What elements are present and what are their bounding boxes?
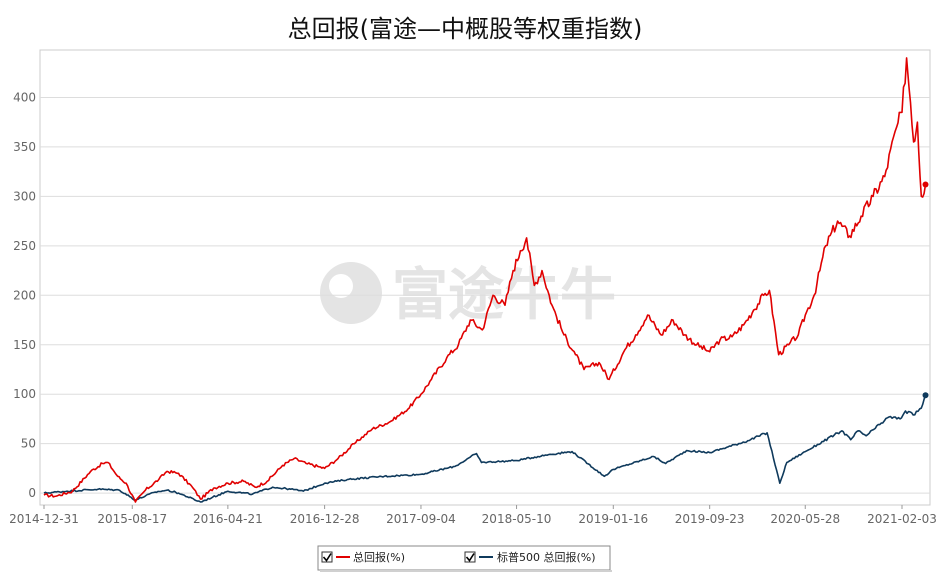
legend-label: 总回报(%) (353, 550, 405, 564)
x-tick-label: 2016-12-28 (290, 512, 360, 526)
legend-item-sp500[interactable]: 标普500 总回报(%) (464, 550, 596, 564)
legend-checkbox[interactable] (321, 551, 333, 563)
watermark-logo-icon-inner (329, 274, 353, 298)
checkmark-icon (322, 553, 332, 562)
series-line (43, 394, 927, 503)
legend-box (317, 545, 611, 571)
x-tick-label: 2017-09-04 (386, 512, 456, 526)
y-tick-label: 200 (13, 288, 36, 302)
x-tick-label: 2019-09-23 (675, 512, 745, 526)
y-tick-label: 400 (13, 90, 36, 104)
gridlines (40, 96, 930, 494)
legend: 总回报(%) 标普500 总回报(%) (317, 545, 612, 572)
y-tick-label: 150 (13, 338, 36, 352)
x-axis: 2014-12-31 2015-08-17 2016-04-21 2016-12-28… (9, 505, 937, 526)
checkmark-icon (465, 553, 475, 562)
y-tick-label: 100 (13, 387, 36, 401)
series-line (43, 57, 927, 503)
y-tick-label: 50 (21, 437, 36, 451)
legend-shadow (320, 570, 612, 572)
legend-item-total-return[interactable]: 总回报(%) (321, 550, 405, 564)
series-lines (43, 57, 929, 503)
legend-label: 标普500 总回报(%) (497, 550, 596, 564)
x-tick-label: 2014-12-31 (9, 512, 79, 526)
plot-area (39, 49, 931, 506)
x-tick-label: 2016-04-21 (193, 512, 263, 526)
series-end-marker (922, 392, 929, 399)
y-tick-label: 0 (28, 486, 36, 500)
x-tick-label: 2020-05-28 (770, 512, 840, 526)
series-end-marker (922, 181, 929, 188)
y-axis: 0 50 100 150 200 250 300 350 400 (13, 90, 36, 500)
watermark-logo-icon (320, 262, 382, 324)
y-tick-label: 300 (13, 189, 36, 203)
x-tick-label: 2019-01-16 (578, 512, 648, 526)
x-tick-label: 2015-08-17 (97, 512, 167, 526)
chart-title: 总回报(富途—中概股等权重指数) (288, 15, 643, 43)
x-tick-label: 2021-02-03 (867, 512, 937, 526)
y-tick-label: 250 (13, 239, 36, 253)
y-tick-label: 350 (13, 140, 36, 154)
legend-checkbox[interactable] (464, 551, 476, 563)
x-tick-label: 2018-05-10 (482, 512, 552, 526)
